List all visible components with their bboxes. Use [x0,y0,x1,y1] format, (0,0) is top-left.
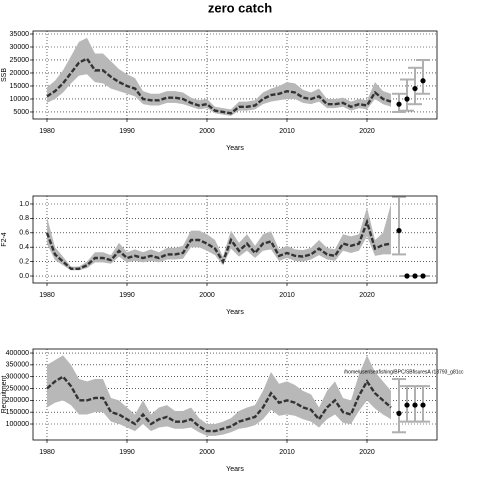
x-tick-label: 1980 [39,449,55,456]
plot-frame [32,195,438,284]
y-tick-label: 0.4 [19,244,29,251]
x-tick-label: 2010 [279,128,295,135]
projection-point [404,402,410,408]
y-axis-label: SSB [1,68,8,82]
panel: 5000 10000 15000 20000 25000 30000 35000 1980 19… [1,30,438,152]
x-tick-label: 2000 [199,128,215,135]
projection-point [396,228,402,234]
median-line [46,375,392,433]
x-tick-label: 2000 [199,449,215,456]
projection-point [396,410,402,416]
x-axis-label: Years [226,309,244,316]
y-tick-label: 1.0 [19,201,29,208]
x-tick-label: 1990 [119,292,135,299]
projection-point [412,402,418,408]
figure-title: zero catch [208,0,272,15]
y-tick-label: 200000 [6,397,29,404]
x-tick-label: 2000 [199,292,215,299]
y-tick-label: 100000 [6,421,29,428]
y-tick-label: 10000 [10,96,30,103]
y-tick-label: 35000 [10,31,30,38]
confidence-band [47,355,391,436]
y-tick-label: 400000 [6,350,29,357]
plot-frame [32,30,438,120]
y-tick-label: 150000 [6,409,29,416]
x-tick-label: 1980 [39,128,55,135]
y-tick-label: 350000 [6,362,29,369]
y-tick-label: 25000 [10,57,30,64]
projection-point [412,273,418,279]
projection-point [420,78,426,84]
projection-point [420,402,426,408]
y-tick-label: 250000 [6,385,29,392]
projection-point [396,101,402,107]
y-tick-label: 0.2 [19,258,29,265]
x-tick-label: 1990 [119,128,135,135]
confidence-band [47,203,391,271]
y-tick-label: 0.6 [19,230,29,237]
projection-point [404,273,410,279]
projection-point [404,96,410,102]
y-tick-label: 300000 [6,374,29,381]
projection-point [420,273,426,279]
plot-frame [32,348,438,441]
median-line [46,57,392,115]
y-tick-label: 30000 [10,44,30,51]
x-tick-label: 2010 [279,292,295,299]
median-line [45,218,392,271]
x-axis-label: Years [226,466,244,473]
y-tick-label: 5000 [13,109,29,116]
y-axis-label: Recruitment [1,376,8,414]
x-axis-label: Years [226,145,244,152]
x-tick-label: 2020 [359,292,375,299]
panel: 100000 150000 200000 250000 300000 350000 4000… [1,348,464,473]
x-tick-label: 2020 [359,128,375,135]
x-tick-label: 1980 [39,292,55,299]
projection-point [412,85,418,92]
annotation: /home/user/seafishing/BPC/SBfisuresA r18… [344,369,464,375]
y-tick-label: 20000 [10,70,30,77]
x-tick-label: 2020 [359,449,375,456]
panel: 0.0 0.2 0.4 0.6 0.8 1.0 1980 1990 2000 2010 2020 Ye… [1,195,438,316]
x-tick-label: 1990 [119,449,135,456]
y-axis-label: F2-4 [1,232,8,247]
x-tick-label: 2010 [279,449,295,456]
y-tick-label: 15000 [10,83,30,90]
confidence-band [47,37,391,116]
y-tick-label: 0.0 [19,273,29,280]
y-tick-label: 0.8 [19,215,29,222]
